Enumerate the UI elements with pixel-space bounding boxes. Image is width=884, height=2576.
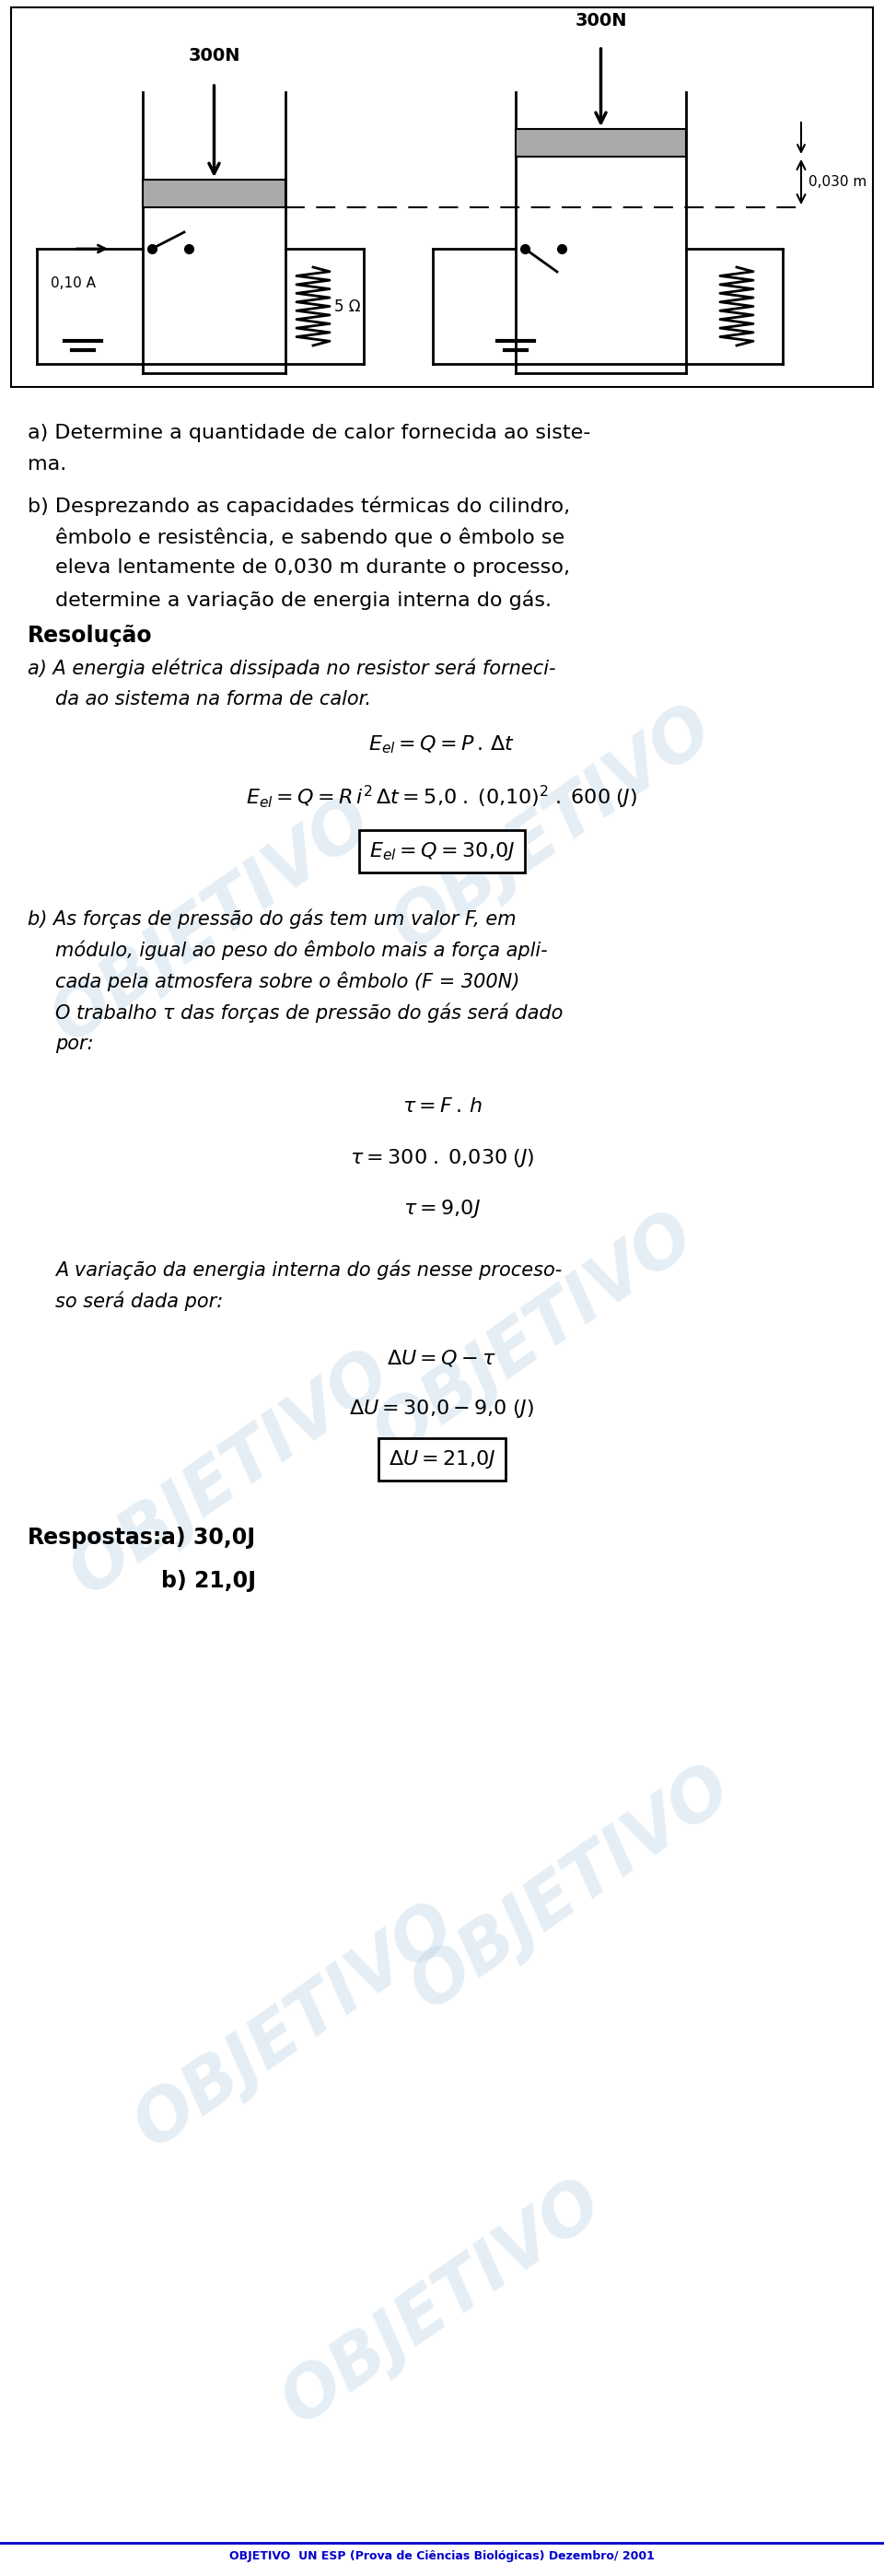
Text: $E_{el} = Q = P\, .\, \Delta t$: $E_{el} = Q = P\, .\, \Delta t$	[369, 734, 515, 755]
Text: cada pela atmosfera sobre o êmbolo (F = 300N): cada pela atmosfera sobre o êmbolo (F = …	[55, 971, 520, 992]
Text: da ao sistema na forma de calor.: da ao sistema na forma de calor.	[55, 690, 371, 708]
Text: ma.: ma.	[27, 456, 66, 474]
Text: 0,10 A: 0,10 A	[50, 276, 95, 291]
Text: Respostas:: Respostas:	[27, 1528, 163, 1548]
Text: $\Delta U = 21{,}0J$: $\Delta U = 21{,}0J$	[388, 1448, 496, 1471]
Text: a) A energia elétrica dissipada no resistor será forneci-: a) A energia elétrica dissipada no resis…	[27, 659, 556, 677]
Text: 300N: 300N	[188, 46, 240, 64]
Text: 0,030 m: 0,030 m	[809, 175, 866, 188]
Text: $\Delta U = Q - \tau$: $\Delta U = Q - \tau$	[387, 1347, 497, 1368]
Text: 300N: 300N	[575, 10, 627, 28]
Text: $\Delta U = 30{,}0 - 9{,}0\;(J)$: $\Delta U = 30{,}0 - 9{,}0\;(J)$	[349, 1399, 535, 1419]
Text: OBJETIVO: OBJETIVO	[379, 693, 726, 963]
Text: 5 Ω: 5 Ω	[334, 299, 361, 314]
Text: $E_{el} = Q = R\,i^2\,\Delta t = 5{,}0\;.\;(0{,}10)^2\;.\;600\;(J)$: $E_{el} = Q = R\,i^2\,\Delta t = 5{,}0\;…	[247, 783, 637, 811]
Text: OBJETIVO: OBJETIVO	[39, 786, 385, 1056]
Text: b) 21,0J: b) 21,0J	[161, 1571, 256, 1592]
Text: $E_{el} = Q = 30{,}0J$: $E_{el} = Q = 30{,}0J$	[370, 840, 514, 863]
Text: OBJETIVO: OBJETIVO	[122, 1891, 468, 2161]
Text: OBJETIVO: OBJETIVO	[57, 1340, 403, 1610]
Text: $\tau = 300\;.\;0{,}030\;(J)$: $\tau = 300\;.\;0{,}030\;(J)$	[350, 1146, 534, 1170]
Text: b) As forças de pressão do gás tem um valor F, em: b) As forças de pressão do gás tem um va…	[27, 909, 516, 930]
Text: a) Determine a quantidade de calor fornecida ao siste-: a) Determine a quantidade de calor forne…	[27, 425, 591, 443]
Bar	[515, 129, 686, 157]
Bar	[142, 180, 286, 206]
Text: eleva lentamente de 0,030 m durante o processo,: eleva lentamente de 0,030 m durante o pr…	[55, 559, 570, 577]
Text: OBJETIVO: OBJETIVO	[398, 1754, 743, 2025]
Text: a) 30,0J: a) 30,0J	[161, 1528, 255, 1548]
Text: OBJETIVO: OBJETIVO	[362, 1200, 707, 1471]
Text: O trabalho τ das forças de pressão do gás será dado: O trabalho τ das forças de pressão do gá…	[55, 1002, 563, 1023]
Text: OBJETIVO: OBJETIVO	[269, 2169, 615, 2439]
Text: so será dada por:: so será dada por:	[55, 1291, 223, 1311]
Text: $\tau = 9{,}0J$: $\tau = 9{,}0J$	[403, 1198, 481, 1218]
Text: $\tau = F\, .\, h$: $\tau = F\, .\, h$	[402, 1097, 482, 1115]
Text: Resolução: Resolução	[27, 623, 153, 647]
Text: A variação da energia interna do gás nesse proceso-: A variação da energia interna do gás nes…	[55, 1260, 562, 1280]
Text: determine a variação de energia interna do gás.: determine a variação de energia interna …	[55, 590, 552, 611]
Text: b) Desprezando as capacidades térmicas do cilindro,: b) Desprezando as capacidades térmicas d…	[27, 495, 570, 515]
Text: por:: por:	[55, 1036, 94, 1054]
Text: módulo, igual ao peso do êmbolo mais a força apli-: módulo, igual ao peso do êmbolo mais a f…	[55, 940, 547, 961]
Text: OBJETIVO  UN ESP (Prova de Ciências Biológicas) Dezembro/ 2001: OBJETIVO UN ESP (Prova de Ciências Bioló…	[229, 2550, 655, 2563]
Text: êmbolo e resistência, e sabendo que o êmbolo se: êmbolo e resistência, e sabendo que o êm…	[55, 528, 565, 546]
Bar	[11, 8, 873, 386]
